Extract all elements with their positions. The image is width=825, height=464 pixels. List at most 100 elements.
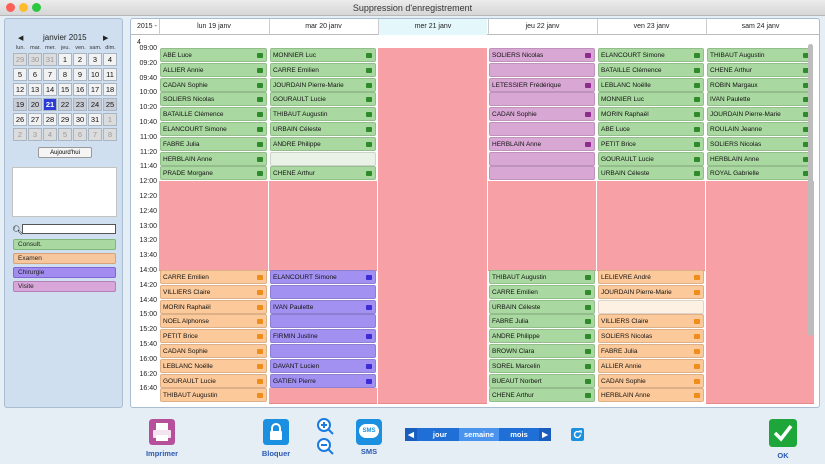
appointment[interactable]: LELIEVRE André: [598, 270, 704, 284]
next-month-icon[interactable]: ▶: [103, 35, 109, 42]
empty-slot[interactable]: [378, 314, 487, 331]
empty-slot[interactable]: [270, 344, 376, 358]
empty-slot[interactable]: [378, 210, 487, 227]
calendar-day[interactable]: 31: [88, 113, 102, 126]
appointment[interactable]: PRADE Morgane: [160, 166, 267, 181]
calendar-day[interactable]: 28: [43, 113, 57, 126]
appointment[interactable]: ELANCOURT Simone: [270, 270, 376, 284]
calendar-day[interactable]: 5: [13, 68, 27, 81]
empty-slot[interactable]: [489, 122, 595, 136]
appointment[interactable]: BROWN Clara: [489, 344, 595, 358]
calendar-day[interactable]: 16: [73, 83, 87, 96]
ok-button[interactable]: OK: [767, 419, 799, 460]
empty-slot[interactable]: [378, 122, 487, 138]
calendar-day[interactable]: 5: [58, 128, 72, 141]
appointment[interactable]: PETIT Brice: [598, 136, 704, 151]
empty-slot[interactable]: [706, 373, 814, 390]
empty-slot[interactable]: [378, 181, 487, 197]
scrollbar[interactable]: [808, 44, 813, 336]
appointment[interactable]: ELANCOURT Simone: [598, 48, 704, 62]
appointment[interactable]: LEBLANC Noëlle: [160, 358, 267, 373]
calendar-day[interactable]: 1: [58, 53, 72, 66]
appointment[interactable]: JOURDAIN Pierre-Marie: [598, 284, 704, 299]
empty-slot[interactable]: [706, 255, 814, 271]
empty-slot[interactable]: [378, 62, 487, 79]
appointment[interactable]: BATAILLE Clémence: [598, 62, 704, 77]
minimize-icon[interactable]: [19, 3, 28, 12]
empty-slot[interactable]: [706, 270, 814, 286]
view-day[interactable]: jour: [432, 430, 448, 439]
appointment[interactable]: VILLIERS Claire: [598, 314, 704, 329]
appointment[interactable]: THIBAUT Augustin: [489, 270, 595, 284]
calendar-day[interactable]: 6: [28, 68, 42, 81]
empty-slot[interactable]: [269, 210, 377, 227]
appointment[interactable]: GOURAULT Lucie: [270, 92, 376, 107]
empty-slot[interactable]: [597, 196, 705, 212]
empty-slot[interactable]: [706, 358, 814, 375]
calendar-day[interactable]: 31: [43, 53, 57, 66]
appointment[interactable]: MORIN Raphaël: [598, 107, 704, 122]
empty-slot[interactable]: [488, 196, 596, 212]
calendar-day[interactable]: 22: [58, 98, 72, 111]
appointment[interactable]: URBAIN Céleste: [598, 166, 704, 181]
appointment[interactable]: JOURDAIN Pierre-Marie: [707, 107, 813, 122]
empty-slot[interactable]: [706, 210, 814, 227]
calendar-day[interactable]: 21: [43, 98, 57, 111]
empty-slot[interactable]: [489, 166, 595, 181]
appointment[interactable]: SOLIERS Nicolas: [707, 136, 813, 151]
calendar-day[interactable]: 12: [13, 83, 27, 96]
calendar-day[interactable]: 9: [73, 68, 87, 81]
empty-slot[interactable]: [159, 210, 268, 227]
empty-slot[interactable]: [378, 225, 487, 242]
notes-area[interactable]: [12, 167, 117, 217]
appointment[interactable]: ELANCOURT Simone: [160, 122, 267, 136]
appointment[interactable]: SOLIERS Nicolas: [489, 48, 595, 62]
appointment[interactable]: CHENE Arthur: [707, 62, 813, 77]
calendar-day[interactable]: 3: [28, 128, 42, 141]
appointment[interactable]: THIBAUT Augustin: [160, 388, 267, 403]
print-button[interactable]: Imprimer: [142, 419, 182, 458]
appointment[interactable]: ANDRE Philippe: [489, 329, 595, 344]
appointment[interactable]: HERBLAIN Anne: [707, 151, 813, 166]
calendar-day[interactable]: 18: [103, 83, 117, 96]
prev-month-icon[interactable]: ◀: [18, 35, 24, 42]
appointment[interactable]: SOREL Marcelin: [489, 358, 595, 373]
empty-slot[interactable]: [597, 225, 705, 242]
appointment[interactable]: PETIT Brice: [160, 329, 267, 344]
appointment[interactable]: FABRE Julia: [489, 314, 595, 329]
empty-slot[interactable]: [488, 210, 596, 227]
empty-slot[interactable]: [489, 62, 595, 77]
appointment[interactable]: FABRE Julia: [598, 344, 704, 358]
appointment[interactable]: ABE Luce: [598, 122, 704, 136]
next-period-icon[interactable]: ▶: [539, 428, 551, 441]
empty-slot[interactable]: [706, 388, 814, 405]
view-month[interactable]: mois: [510, 430, 528, 439]
appointment[interactable]: CARRE Emilien: [270, 62, 376, 77]
appointment[interactable]: IVAN Paulette: [707, 92, 813, 107]
today-button[interactable]: Aujourd'hui: [38, 147, 92, 158]
appointment[interactable]: MONNIER Luc: [598, 92, 704, 107]
empty-slot[interactable]: [159, 240, 268, 257]
empty-slot[interactable]: [269, 225, 377, 242]
appointment[interactable]: ROULAIN Jeanne: [707, 122, 813, 136]
appointment[interactable]: DAVANT Lucien: [270, 358, 376, 373]
empty-slot[interactable]: [270, 284, 376, 299]
empty-slot[interactable]: [378, 373, 487, 390]
empty-slot[interactable]: [378, 196, 487, 212]
calendar-day[interactable]: 24: [88, 98, 102, 111]
calendar-day[interactable]: 26: [13, 113, 27, 126]
appointment[interactable]: HERBLAIN Anne: [489, 136, 595, 151]
empty-slot[interactable]: [159, 196, 268, 212]
appointment[interactable]: CARRE Emilien: [160, 270, 267, 284]
calendar-day[interactable]: 29: [13, 53, 27, 66]
empty-slot[interactable]: [270, 151, 376, 166]
prev-period-icon[interactable]: ◀: [405, 428, 417, 441]
appointment[interactable]: NOEL Alphonse: [160, 314, 267, 329]
empty-slot[interactable]: [489, 92, 595, 107]
empty-slot[interactable]: [378, 151, 487, 168]
empty-slot[interactable]: [597, 210, 705, 227]
empty-slot[interactable]: [378, 136, 487, 153]
calendar-day[interactable]: 30: [73, 113, 87, 126]
appointment[interactable]: CADAN Sophie: [160, 344, 267, 358]
zoom-icon[interactable]: [32, 3, 41, 12]
